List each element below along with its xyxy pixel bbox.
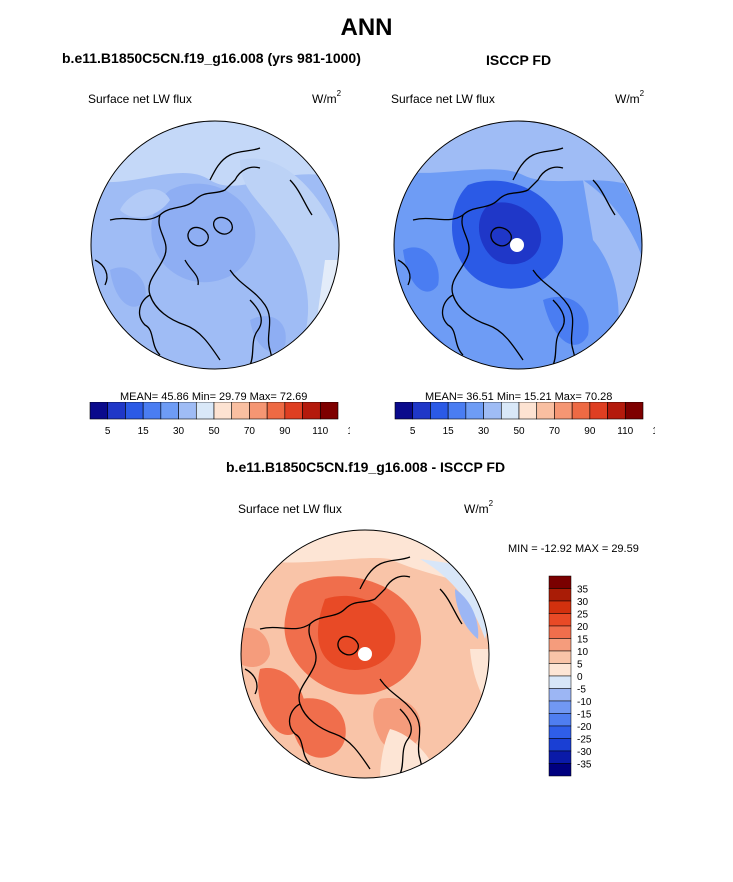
bottom-polar-map: [240, 529, 490, 779]
right-stats: MEAN= 36.51 Min= 15.21 Max= 70.28: [425, 391, 613, 403]
right-colorbar-swatch: [607, 402, 626, 420]
bottom-colorbar-swatch: [548, 688, 572, 702]
left-colorbar-swatch: [125, 402, 144, 420]
left-colorbar-tick-label: 5: [105, 426, 111, 437]
right-colorbar-swatch: [394, 402, 414, 420]
bottom-colorbar-swatch: [548, 738, 572, 752]
right-colorbar-swatch: [412, 402, 431, 420]
left-colorbar-tick-label: 70: [244, 426, 256, 437]
left-colorbar-swatch: [160, 402, 179, 420]
right-colorbar-swatch: [518, 402, 538, 420]
right-colorbar-tick-label: 110: [617, 426, 633, 437]
bottom-variable-label: Surface net LW flux: [238, 502, 342, 516]
right-colorbar-swatch: [536, 402, 555, 420]
bottom-colorbar-swatch: [548, 663, 572, 677]
left-units-label: W/m2: [312, 89, 342, 106]
bottom-colorbar-swatch: [548, 713, 572, 727]
right-colorbar-swatch: [447, 402, 467, 420]
bottom-colorbar-tick-label: 30: [577, 597, 589, 608]
bottom-colorbar-swatch: [548, 725, 572, 739]
bottom-colorbar-swatch: [548, 575, 572, 589]
bottom-stats: MIN = -12.92 MAX = 29.59: [508, 543, 639, 555]
bottom-colorbar-tick-label: 15: [577, 635, 589, 646]
bottom-colorbar-tick-label: -35: [577, 760, 592, 771]
left-polar-map: [90, 120, 340, 370]
bottom-colorbar-tick-label: -10: [577, 697, 592, 708]
bottom-colorbar-tick-label: -25: [577, 735, 592, 746]
right-colorbar-tick-label: 5: [410, 426, 416, 437]
right-polar-map: [393, 120, 643, 370]
bottom-colorbar-tick-label: 25: [577, 610, 589, 621]
left-colorbar-swatch: [231, 402, 250, 420]
bottom-colorbar-swatch: [548, 700, 572, 714]
bottom-colorbar-swatch: [548, 638, 572, 652]
bottom-colorbar-swatch: [548, 625, 572, 639]
bottom-colorbar-swatch: [548, 763, 572, 777]
right-colorbar: 5 15 30 50 70 90 110 130: [394, 402, 655, 437]
bottom-colorbar-swatch: [548, 675, 572, 689]
bottom-colorbar-tick-label: 0: [577, 672, 583, 683]
left-colorbar-swatch: [266, 402, 286, 420]
left-colorbar-tick-label: 15: [138, 426, 150, 437]
bottom-colorbar-tick-label: -15: [577, 710, 592, 721]
left-colorbar-swatch: [213, 402, 233, 420]
right-colorbar-tick-label: 70: [549, 426, 561, 437]
right-colorbar-swatch: [571, 402, 591, 420]
left-colorbar-tick-label: 130: [347, 426, 350, 437]
bottom-panel-title: b.e11.B1850C5CN.f19_g16.008 - ISCCP FD: [226, 459, 506, 475]
left-stats: MEAN= 45.86 Min= 29.79 Max= 72.69: [120, 391, 308, 403]
bottom-colorbar-tick-label: 10: [577, 647, 589, 658]
left-colorbar-swatch: [178, 402, 197, 420]
bottom-colorbar-swatch: [548, 588, 572, 602]
bottom-colorbar-tick-label: -5: [577, 685, 586, 696]
left-colorbar-swatch: [142, 402, 162, 420]
bottom-colorbar-swatch: [548, 750, 572, 764]
left-colorbar-swatch: [195, 402, 215, 420]
bottom-colorbar-tick-label: -30: [577, 747, 592, 758]
left-colorbar-swatch: [249, 402, 268, 420]
right-colorbar-swatch: [554, 402, 573, 420]
right-colorbar-swatch: [483, 402, 502, 420]
left-colorbar-tick-label: 50: [208, 426, 220, 437]
bottom-colorbar-tick-label: 35: [577, 585, 589, 596]
right-colorbar-swatch: [465, 402, 484, 420]
left-colorbar-swatch: [319, 402, 339, 420]
left-colorbar-tick-label: 110: [312, 426, 328, 437]
right-colorbar-tick-label: 130: [652, 426, 655, 437]
bottom-colorbar-tick-label: 20: [577, 622, 589, 633]
right-panel-title: ISCCP FD: [486, 52, 552, 68]
left-colorbar-swatch: [89, 402, 109, 420]
left-colorbar-swatch: [284, 402, 303, 420]
right-colorbar-swatch: [430, 402, 449, 420]
left-colorbar-swatch: [107, 402, 126, 420]
bottom-colorbar-swatch: [548, 650, 572, 664]
right-colorbar-tick-label: 90: [584, 426, 596, 437]
left-panel-title: b.e11.B1850C5CN.f19_g16.008 (yrs 981-100…: [62, 50, 361, 66]
left-colorbar-swatch: [302, 402, 321, 420]
left-colorbar-tick-label: 30: [173, 426, 185, 437]
right-colorbar-swatch: [624, 402, 644, 420]
left-variable-label: Surface net LW flux: [88, 92, 192, 106]
right-units-label: W/m2: [615, 89, 645, 106]
right-colorbar-tick-label: 50: [513, 426, 525, 437]
right-colorbar-swatch: [500, 402, 520, 420]
figure-title: ANN: [340, 14, 393, 41]
bottom-colorbar-tick-label: 5: [577, 660, 583, 671]
bottom-colorbar-swatch: [548, 600, 572, 614]
right-colorbar-tick-label: 30: [478, 426, 490, 437]
left-colorbar-tick-label: 90: [279, 426, 291, 437]
bottom-colorbar-tick-label: -20: [577, 722, 592, 733]
bottom-units-label: W/m2: [464, 499, 494, 516]
right-variable-label: Surface net LW flux: [391, 92, 495, 106]
right-colorbar-tick-label: 15: [443, 426, 455, 437]
right-colorbar-swatch: [589, 402, 608, 420]
bottom-colorbar-swatch: [548, 613, 572, 627]
left-colorbar: 5 15 30 50 70 90 110 130: [89, 402, 350, 437]
